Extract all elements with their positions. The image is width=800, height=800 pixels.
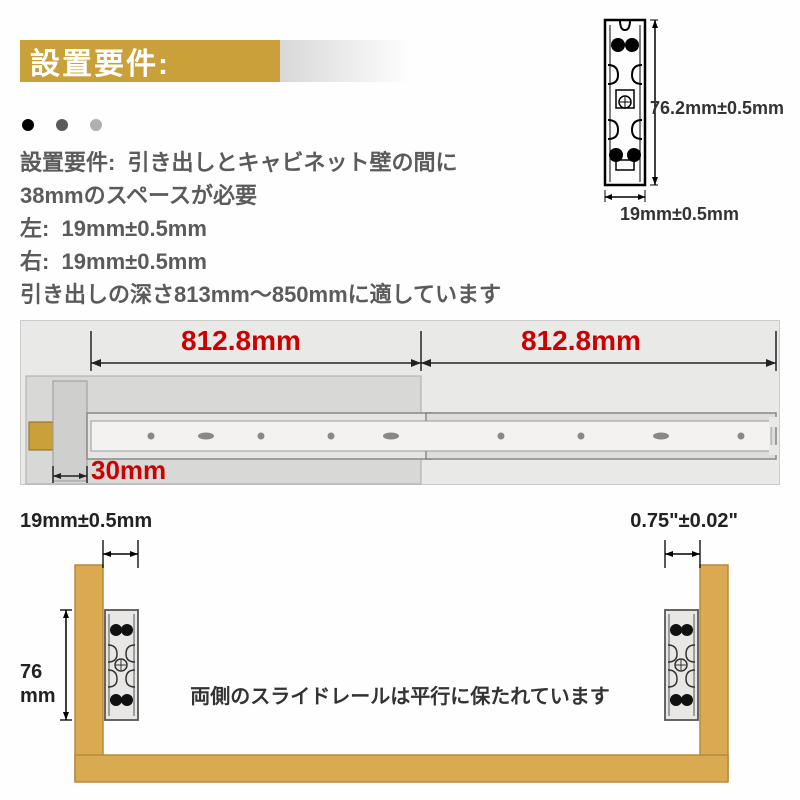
cross-height-label: 76.2mm±0.5mm	[650, 98, 784, 119]
dot-indicators	[22, 119, 102, 131]
rail-extend-b-label: 812.8mm	[521, 325, 641, 357]
cross-section-diagram: 76.2mm±0.5mm 19mm±0.5mm	[580, 10, 780, 220]
dot-3	[90, 119, 102, 131]
requirements-text: 設置要件: 引き出しとキャビネット壁の間に 38mmのスペースが必要 左: 19…	[20, 146, 501, 311]
install-diagram: 19mm±0.5mm 0.75"±0.02" 76 mm 両側のスライドレールは…	[20, 510, 780, 785]
req-line-5: 引き出しの深さ813mm～850mmに適しています	[20, 278, 501, 311]
dot-2	[56, 119, 68, 131]
header-title: 設置要件:	[20, 39, 170, 83]
req-line-2: 38mmのスペースが必要	[20, 179, 501, 212]
rail-extension-diagram: 812.8mm 812.8mm 30mm	[20, 320, 780, 485]
dot-1	[22, 119, 34, 131]
rail-extend-a-label: 812.8mm	[181, 325, 301, 357]
req-line-1: 設置要件: 引き出しとキャビネット壁の間に	[20, 146, 501, 179]
req-line-3: 左: 19mm±0.5mm	[20, 212, 501, 245]
header-shadow	[280, 40, 410, 82]
cross-width-label: 19mm±0.5mm	[620, 204, 739, 225]
req-line-4: 右: 19mm±0.5mm	[20, 245, 501, 278]
rail-offset-label: 30mm	[91, 455, 166, 486]
header-banner: 設置要件:	[20, 40, 170, 82]
